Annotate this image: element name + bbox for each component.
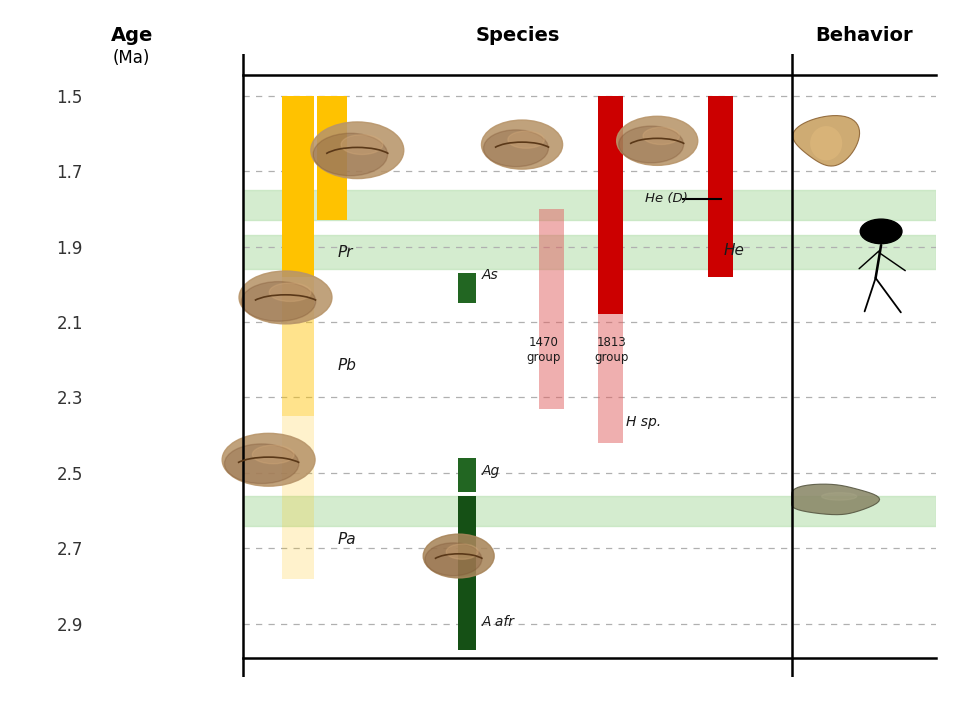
Text: Pr: Pr: [338, 245, 353, 260]
Text: 1813
group: 1813 group: [594, 336, 629, 364]
Bar: [598, 315, 623, 443]
Polygon shape: [810, 126, 842, 161]
Polygon shape: [792, 484, 879, 515]
Ellipse shape: [643, 127, 680, 145]
Ellipse shape: [239, 271, 332, 324]
Bar: [317, 96, 348, 220]
Bar: [243, 495, 792, 526]
Ellipse shape: [822, 492, 856, 500]
Bar: [792, 190, 936, 220]
Text: Pa: Pa: [338, 531, 356, 546]
Polygon shape: [793, 116, 859, 166]
Ellipse shape: [423, 534, 494, 578]
Text: (Ma): (Ma): [113, 49, 151, 67]
Text: Behavior: Behavior: [815, 26, 913, 45]
Ellipse shape: [482, 120, 563, 169]
Text: H sp.: H sp.: [626, 415, 661, 429]
Ellipse shape: [311, 122, 404, 179]
Text: Pb: Pb: [338, 358, 357, 373]
Bar: [458, 273, 476, 303]
Bar: [458, 458, 476, 492]
Ellipse shape: [425, 543, 482, 576]
Text: 1470
group: 1470 group: [526, 336, 561, 364]
Bar: [243, 190, 792, 220]
Ellipse shape: [860, 219, 902, 243]
Bar: [282, 96, 314, 276]
Bar: [792, 235, 936, 269]
Bar: [539, 209, 564, 409]
Text: He: He: [723, 243, 744, 258]
Bar: [458, 495, 476, 650]
Ellipse shape: [269, 283, 311, 302]
Text: Age: Age: [110, 26, 153, 45]
Ellipse shape: [446, 544, 478, 559]
Ellipse shape: [313, 133, 388, 176]
Ellipse shape: [252, 445, 294, 464]
Bar: [243, 235, 792, 269]
Text: Species: Species: [475, 26, 560, 45]
Ellipse shape: [508, 131, 544, 148]
Ellipse shape: [225, 444, 299, 484]
Bar: [708, 96, 733, 276]
Ellipse shape: [222, 433, 315, 486]
Bar: [282, 276, 314, 416]
Ellipse shape: [618, 126, 684, 163]
Ellipse shape: [616, 117, 698, 166]
Text: Ag: Ag: [482, 464, 500, 478]
Ellipse shape: [484, 130, 548, 166]
Text: He (D): He (D): [644, 192, 687, 204]
Bar: [282, 416, 314, 579]
Ellipse shape: [341, 135, 383, 155]
Text: A afr: A afr: [482, 615, 515, 629]
Ellipse shape: [241, 282, 316, 321]
Bar: [598, 96, 623, 315]
Bar: [792, 495, 936, 526]
Text: As: As: [482, 268, 498, 282]
